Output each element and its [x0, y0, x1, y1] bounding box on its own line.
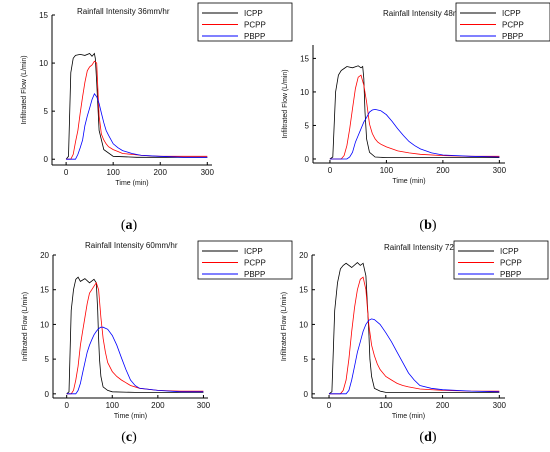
- y-tick-label: 20: [299, 251, 308, 260]
- y-axis-label: Infiltrated Flow (L/min): [281, 292, 288, 361]
- y-tick-label: 15: [300, 54, 309, 63]
- panel-caption: (d): [419, 430, 436, 445]
- y-tick-label: 0: [305, 155, 310, 164]
- x-axis-label: Time (min): [392, 413, 425, 420]
- legend-label-pcpp: PCPP: [244, 259, 266, 268]
- chart-panel-b: 0 5 10 15 0 100 200 300 Time (min) Infiltrated Fl…: [282, 2, 550, 233]
- legend-label-pbpp: PBPP: [244, 32, 265, 41]
- series-line-pcpp: [66, 281, 204, 395]
- x-tick-label: 200: [436, 166, 450, 175]
- y-axis-label: Infiltrated Flow (L/min): [282, 69, 289, 138]
- legend-box: [197, 240, 293, 280]
- series-line-pcpp: [329, 74, 500, 160]
- legend-label-pbpp: PBPP: [244, 270, 265, 279]
- x-axis-label: Time (min): [115, 180, 148, 187]
- x-tick-label: 300: [201, 168, 215, 177]
- series-line-icpp: [65, 52, 208, 160]
- legend-box: [197, 2, 293, 42]
- x-tick-label: 100: [106, 168, 120, 177]
- y-tick-label: 10: [40, 320, 49, 329]
- series-line-pcpp: [66, 60, 208, 160]
- panel-caption: (c): [121, 430, 137, 445]
- y-tick-label: 15: [299, 286, 308, 295]
- series-line-icpp: [329, 65, 500, 160]
- legend-label-pbpp: PBPP: [502, 32, 523, 41]
- x-tick-label: 100: [380, 166, 394, 175]
- x-tick-label: 100: [379, 401, 393, 410]
- legend-label-icpp: ICPP: [502, 9, 521, 18]
- chart-title: Rainfall Intensity 60mm/hr: [85, 241, 178, 250]
- chart-title: Rainfall Intensity 48mm/hr: [383, 9, 476, 18]
- legend-label-icpp: ICPP: [244, 247, 263, 256]
- y-axis-label: Infiltrated Flow (L/min): [21, 55, 28, 124]
- y-tick-label: 0: [304, 390, 309, 399]
- x-tick-label: 200: [154, 168, 168, 177]
- x-tick-label: 300: [493, 166, 507, 175]
- x-tick-label: 0: [328, 166, 333, 175]
- x-tick-label: 0: [64, 168, 69, 177]
- legend-label-pcpp: PCPP: [244, 21, 266, 30]
- y-tick-label: 15: [40, 286, 49, 295]
- x-tick-label: 200: [436, 401, 450, 410]
- series-line-pbpp: [329, 108, 500, 160]
- y-tick-label: 10: [300, 88, 309, 97]
- x-tick-label: 300: [197, 401, 211, 410]
- series-line-pbpp: [66, 326, 204, 395]
- y-tick-label: 5: [304, 355, 309, 364]
- legend-box: [455, 2, 550, 42]
- series-line-pbpp: [66, 93, 208, 160]
- y-axis-label: Infiltrated Flow (L/min): [22, 292, 29, 361]
- panel-caption: (b): [419, 218, 436, 233]
- series-line-icpp: [328, 262, 500, 395]
- y-tick-label: 10: [39, 59, 48, 68]
- x-axis-label: Time (min): [114, 413, 147, 420]
- series-line-pcpp: [329, 276, 500, 395]
- legend-box: [453, 240, 549, 280]
- x-tick-label: 0: [327, 401, 332, 410]
- y-tick-label: 10: [299, 320, 308, 329]
- x-tick-label: 100: [106, 401, 120, 410]
- x-tick-label: 0: [64, 401, 69, 410]
- panel-caption: (a): [121, 218, 138, 233]
- chart-panel-a: 0 5 10 15 0 100 200 300 Time (min) Infiltrated Fl…: [21, 2, 293, 233]
- legend-label-pcpp: PCPP: [500, 259, 522, 268]
- x-tick-label: 300: [493, 401, 507, 410]
- x-axis-label: Time (min): [392, 178, 425, 185]
- chart-title: Rainfall Intensity 36mm/hr: [77, 7, 170, 16]
- y-tick-label: 0: [45, 390, 50, 399]
- chart-title: Rainfall Intensity 72mm/hr: [384, 243, 477, 252]
- legend-label-pbpp: PBPP: [500, 270, 521, 279]
- legend-label-pcpp: PCPP: [502, 21, 524, 30]
- y-tick-label: 15: [39, 11, 48, 20]
- legend-label-icpp: ICPP: [500, 247, 519, 256]
- y-tick-label: 20: [40, 251, 49, 260]
- series-line-icpp: [66, 276, 204, 395]
- y-tick-label: 5: [305, 121, 310, 130]
- y-tick-label: 5: [45, 355, 50, 364]
- series-line-pbpp: [329, 318, 500, 395]
- y-tick-label: 5: [44, 107, 49, 116]
- x-tick-label: 200: [151, 401, 165, 410]
- legend-label-icpp: ICPP: [244, 9, 263, 18]
- y-tick-label: 0: [44, 155, 49, 164]
